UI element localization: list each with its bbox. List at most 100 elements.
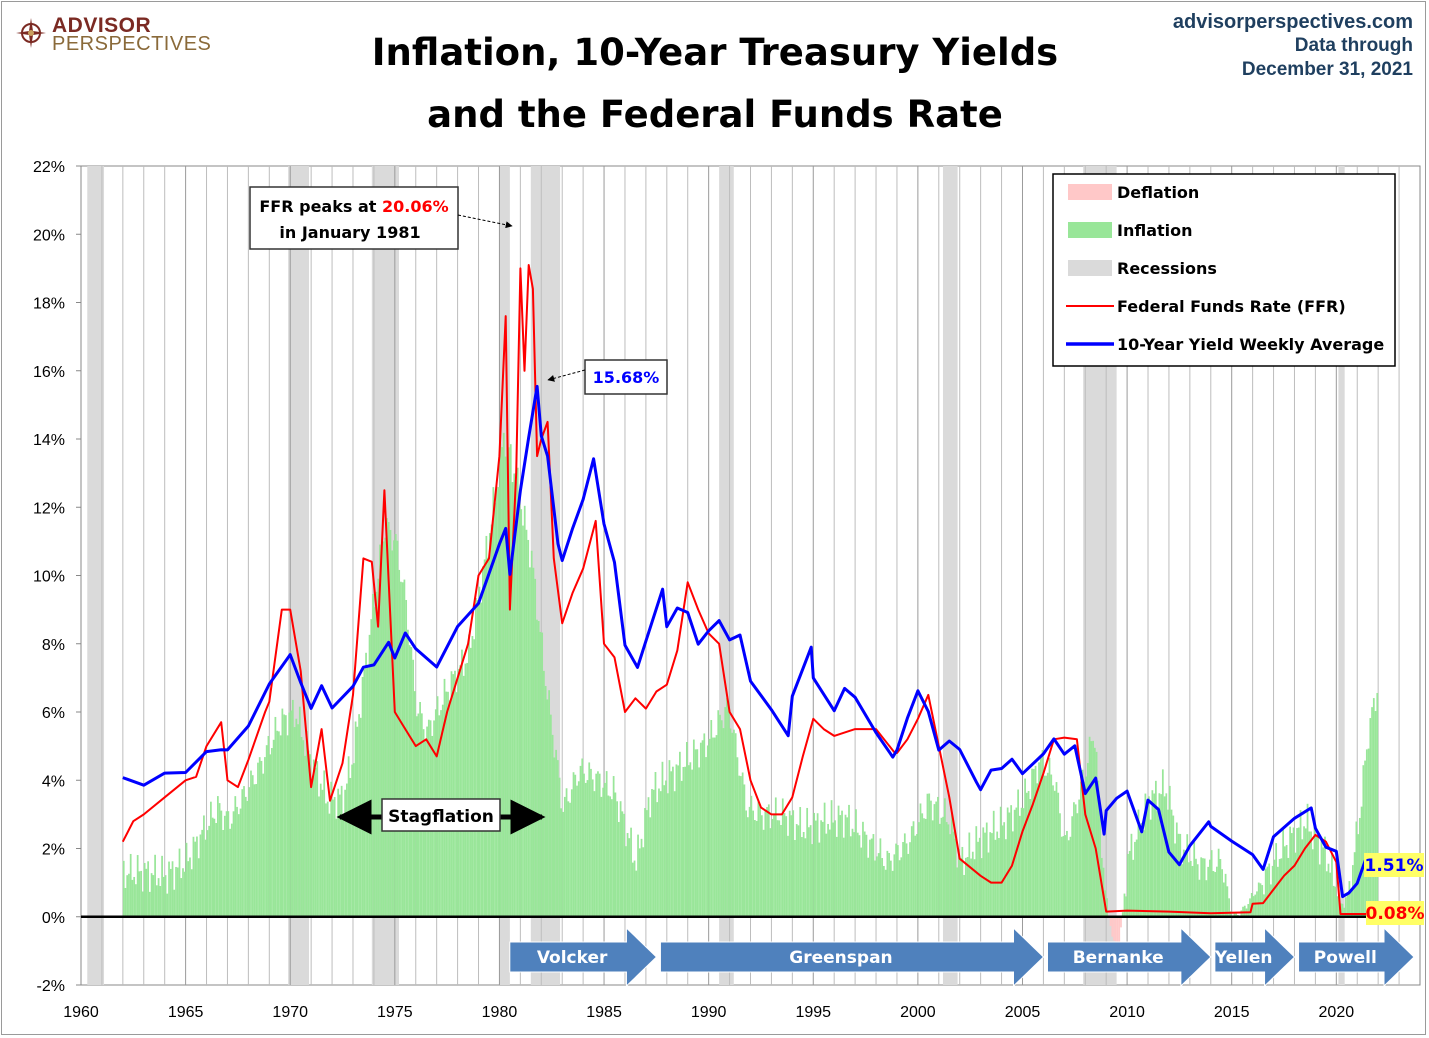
inflation-bar [192,836,195,917]
inflation-bar [1343,907,1346,917]
inflation-bar [1020,807,1023,917]
ffr-peak-prefix: FFR peaks at [259,197,382,216]
inflation-bar [344,789,347,917]
inflation-bar [1308,831,1311,917]
inflation-bar [1182,849,1185,917]
inflation-bar [1198,879,1201,917]
inflation-bar [591,779,594,917]
deflation-bar [1120,916,1122,928]
inflation-bar [168,861,170,917]
inflation-bar [811,844,814,917]
inflation-bar [325,803,327,917]
inflation-bar [1331,853,1333,917]
y-tick-label: 22% [33,159,65,176]
x-tick-label: 1995 [795,1004,831,1021]
inflation-bar [1297,827,1300,917]
inflation-bar [295,718,298,917]
inflation-bar [780,825,782,917]
inflation-bar [1193,842,1196,917]
inflation-bar [1284,846,1286,917]
inflation-bar [1170,809,1173,917]
inflation-bar [797,825,800,917]
inflation-bar [1046,772,1049,917]
inflation-bar [178,848,181,917]
inflation-bar [143,862,146,917]
inflation-bar [1249,898,1251,917]
inflation-bar [570,789,573,917]
inflation-bar [492,487,495,917]
inflation-bar [642,847,645,917]
inflation-bar [466,662,469,917]
inflation-bar [614,792,617,917]
inflation-bar [891,870,894,917]
inflation-bar [211,817,214,917]
inflation-bar [637,834,639,917]
inflation-bar [835,836,838,917]
inflation-bar [679,751,681,917]
inflation-bar [1032,768,1035,917]
inflation-bar [600,796,603,917]
inflation-bar [645,810,648,917]
inflation-bar [408,645,411,917]
inflation-bar [1053,790,1056,917]
inflation-bar [1167,809,1169,917]
inflation-bar [658,788,660,917]
inflation-bar [335,818,338,917]
inflation-bar [719,714,721,917]
inflation-bar [246,800,249,917]
inflation-bar [944,798,946,917]
inflation-bar [565,788,568,917]
inflation-bar [609,796,612,917]
inflation-bar [373,607,376,917]
inflation-bar [1074,804,1077,917]
inflation-bar [720,720,723,917]
inflation-bar [384,537,387,917]
era-label: Powell [1314,948,1377,968]
inflation-bar [773,814,775,917]
inflation-bar [298,706,301,917]
inflation-bar [839,815,842,917]
inflation-bar [1059,813,1061,917]
x-tick-label: 1975 [377,1004,413,1021]
inflation-bar [311,783,313,917]
inflation-bar [869,839,871,917]
inflation-bar [1057,792,1060,917]
inflation-bar [131,879,134,917]
inflation-bar [1304,828,1307,917]
inflation-bar [250,770,252,917]
inflation-bar [515,481,517,917]
inflation-bar [1125,896,1128,917]
x-tick-label: 1980 [482,1004,518,1021]
inflation-bar [1060,836,1063,917]
inflation-bar [1301,839,1304,917]
inflation-bar [879,838,882,917]
inflation-bar [1264,868,1267,917]
inflation-bar [265,745,268,917]
inflation-bar [1371,707,1373,917]
inflation-bar [541,632,544,917]
inflation-bar [1252,896,1255,917]
inflation-bar [1341,903,1344,917]
inflation-bar [930,800,932,917]
inflation-bar [1099,810,1101,917]
inflation-bar [1348,881,1351,917]
inflation-bar [133,876,136,917]
yield-peak-callout [584,359,668,395]
inflation-bar [555,749,557,917]
inflation-bar [804,838,807,917]
inflation-bar [222,829,224,917]
inflation-bar [956,867,958,917]
inflation-bar [546,699,549,917]
inflation-bar [785,816,788,917]
inflation-bar [1327,863,1330,917]
inflation-bar [1202,858,1204,917]
inflation-bar [619,801,622,917]
inflation-bar [766,807,768,917]
inflation-bar [574,774,577,917]
inflation-bar [740,776,742,917]
inflation-bar [525,529,528,917]
inflation-bar [1017,789,1019,917]
inflation-bar [846,817,849,917]
inflation-bar [579,765,582,917]
inflation-bar [176,867,179,917]
